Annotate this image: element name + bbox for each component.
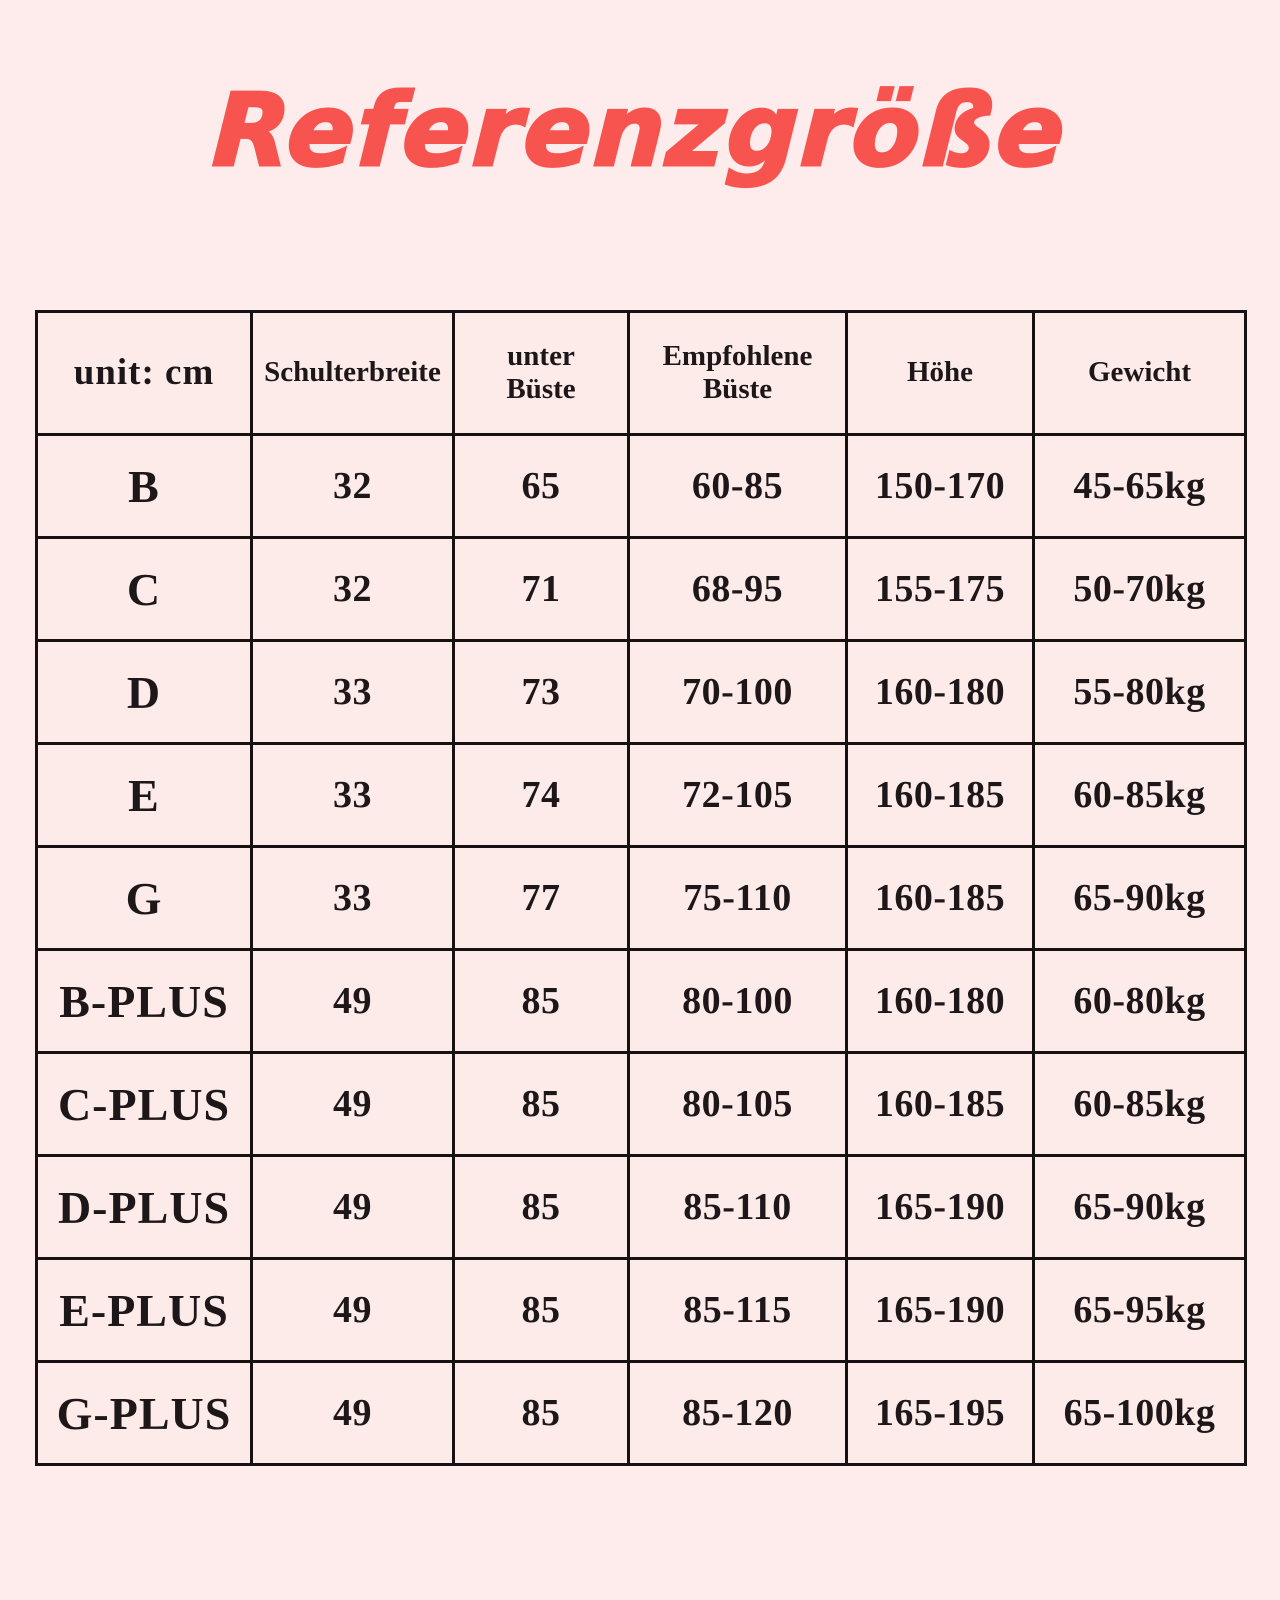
value-cell: 49 [250, 1257, 455, 1363]
value-cell: 85-120 [627, 1360, 848, 1466]
value-cell: 45-65kg [1032, 433, 1247, 539]
value-cell: 49 [250, 948, 455, 1054]
value-cell: 75-110 [627, 845, 848, 951]
value-cell: 72-105 [627, 742, 848, 848]
table-row: G 33 77 75-110 160-185 65-90kg [35, 845, 1247, 951]
value-cell: 68-95 [627, 536, 848, 642]
value-cell: 165-190 [845, 1257, 1035, 1363]
value-cell: 60-80kg [1032, 948, 1247, 1054]
value-cell: 74 [452, 742, 630, 848]
size-label-cell: G [35, 845, 253, 951]
size-label-cell: C [35, 536, 253, 642]
value-cell: 65-90kg [1032, 845, 1247, 951]
value-cell: 60-85kg [1032, 742, 1247, 848]
header-empfohlene-bueste: Empfohlene Büste [627, 310, 848, 436]
value-cell: 85 [452, 1257, 630, 1363]
header-hoehe: Höhe [845, 310, 1035, 436]
header-row: unit: cm Schulterbreite unter Büste Empf… [35, 310, 1247, 436]
value-cell: 165-195 [845, 1360, 1035, 1466]
size-label-cell: C-PLUS [35, 1051, 253, 1157]
value-cell: 160-180 [845, 639, 1035, 745]
value-cell: 33 [250, 639, 455, 745]
value-cell: 85-110 [627, 1154, 848, 1260]
value-cell: 49 [250, 1051, 455, 1157]
value-cell: 80-105 [627, 1051, 848, 1157]
value-cell: 85-115 [627, 1257, 848, 1363]
value-cell: 60-85kg [1032, 1051, 1247, 1157]
value-cell: 85 [452, 1360, 630, 1466]
table-row: E 33 74 72-105 160-185 60-85kg [35, 742, 1247, 848]
value-cell: 33 [250, 845, 455, 951]
value-cell: 85 [452, 1154, 630, 1260]
value-cell: 80-100 [627, 948, 848, 1054]
value-cell: 150-170 [845, 433, 1035, 539]
size-label-cell: D-PLUS [35, 1154, 253, 1260]
value-cell: 65 [452, 433, 630, 539]
table-row: E-PLUS 49 85 85-115 165-190 65-95kg [35, 1257, 1247, 1363]
value-cell: 160-185 [845, 742, 1035, 848]
value-cell: 32 [250, 536, 455, 642]
header-unter-bueste: unter Büste [452, 310, 630, 436]
table-row: B 32 65 60-85 150-170 45-65kg [35, 433, 1247, 539]
size-reference-table: unit: cm Schulterbreite unter Büste Empf… [35, 310, 1247, 1466]
header-unit: unit: cm [35, 310, 253, 436]
value-cell: 71 [452, 536, 630, 642]
value-cell: 65-95kg [1032, 1257, 1247, 1363]
value-cell: 77 [452, 845, 630, 951]
header-schulterbreite: Schulterbreite [250, 310, 455, 436]
value-cell: 70-100 [627, 639, 848, 745]
value-cell: 55-80kg [1032, 639, 1247, 745]
table-row: D-PLUS 49 85 85-110 165-190 65-90kg [35, 1154, 1247, 1260]
size-label-cell: D [35, 639, 253, 745]
size-label-cell: B-PLUS [35, 948, 253, 1054]
value-cell: 49 [250, 1154, 455, 1260]
page-title: Referenzgröße [209, 71, 1071, 191]
value-cell: 32 [250, 433, 455, 539]
value-cell: 73 [452, 639, 630, 745]
value-cell: 50-70kg [1032, 536, 1247, 642]
value-cell: 65-90kg [1032, 1154, 1247, 1260]
value-cell: 160-185 [845, 1051, 1035, 1157]
value-cell: 33 [250, 742, 455, 848]
header-gewicht: Gewicht [1032, 310, 1247, 436]
table-header: unit: cm Schulterbreite unter Büste Empf… [35, 310, 1247, 436]
value-cell: 160-185 [845, 845, 1035, 951]
value-cell: 65-100kg [1032, 1360, 1247, 1466]
size-table-body: B 32 65 60-85 150-170 45-65kg C 32 71 68-95 155-17… [35, 433, 1247, 1466]
table-row: C-PLUS 49 85 80-105 160-185 60-85kg [35, 1051, 1247, 1157]
size-label-cell: B [35, 433, 253, 539]
size-label-cell: G-PLUS [35, 1360, 253, 1466]
value-cell: 85 [452, 1051, 630, 1157]
size-label-cell: E [35, 742, 253, 848]
value-cell: 155-175 [845, 536, 1035, 642]
value-cell: 165-190 [845, 1154, 1035, 1260]
table-row: G-PLUS 49 85 85-120 165-195 65-100kg [35, 1360, 1247, 1466]
value-cell: 160-180 [845, 948, 1035, 1054]
table-row: B-PLUS 49 85 80-100 160-180 60-80kg [35, 948, 1247, 1054]
value-cell: 49 [250, 1360, 455, 1466]
value-cell: 60-85 [627, 433, 848, 539]
table-row: C 32 71 68-95 155-175 50-70kg [35, 536, 1247, 642]
value-cell: 85 [452, 948, 630, 1054]
table-row: D 33 73 70-100 160-180 55-80kg [35, 639, 1247, 745]
size-label-cell: E-PLUS [35, 1257, 253, 1363]
